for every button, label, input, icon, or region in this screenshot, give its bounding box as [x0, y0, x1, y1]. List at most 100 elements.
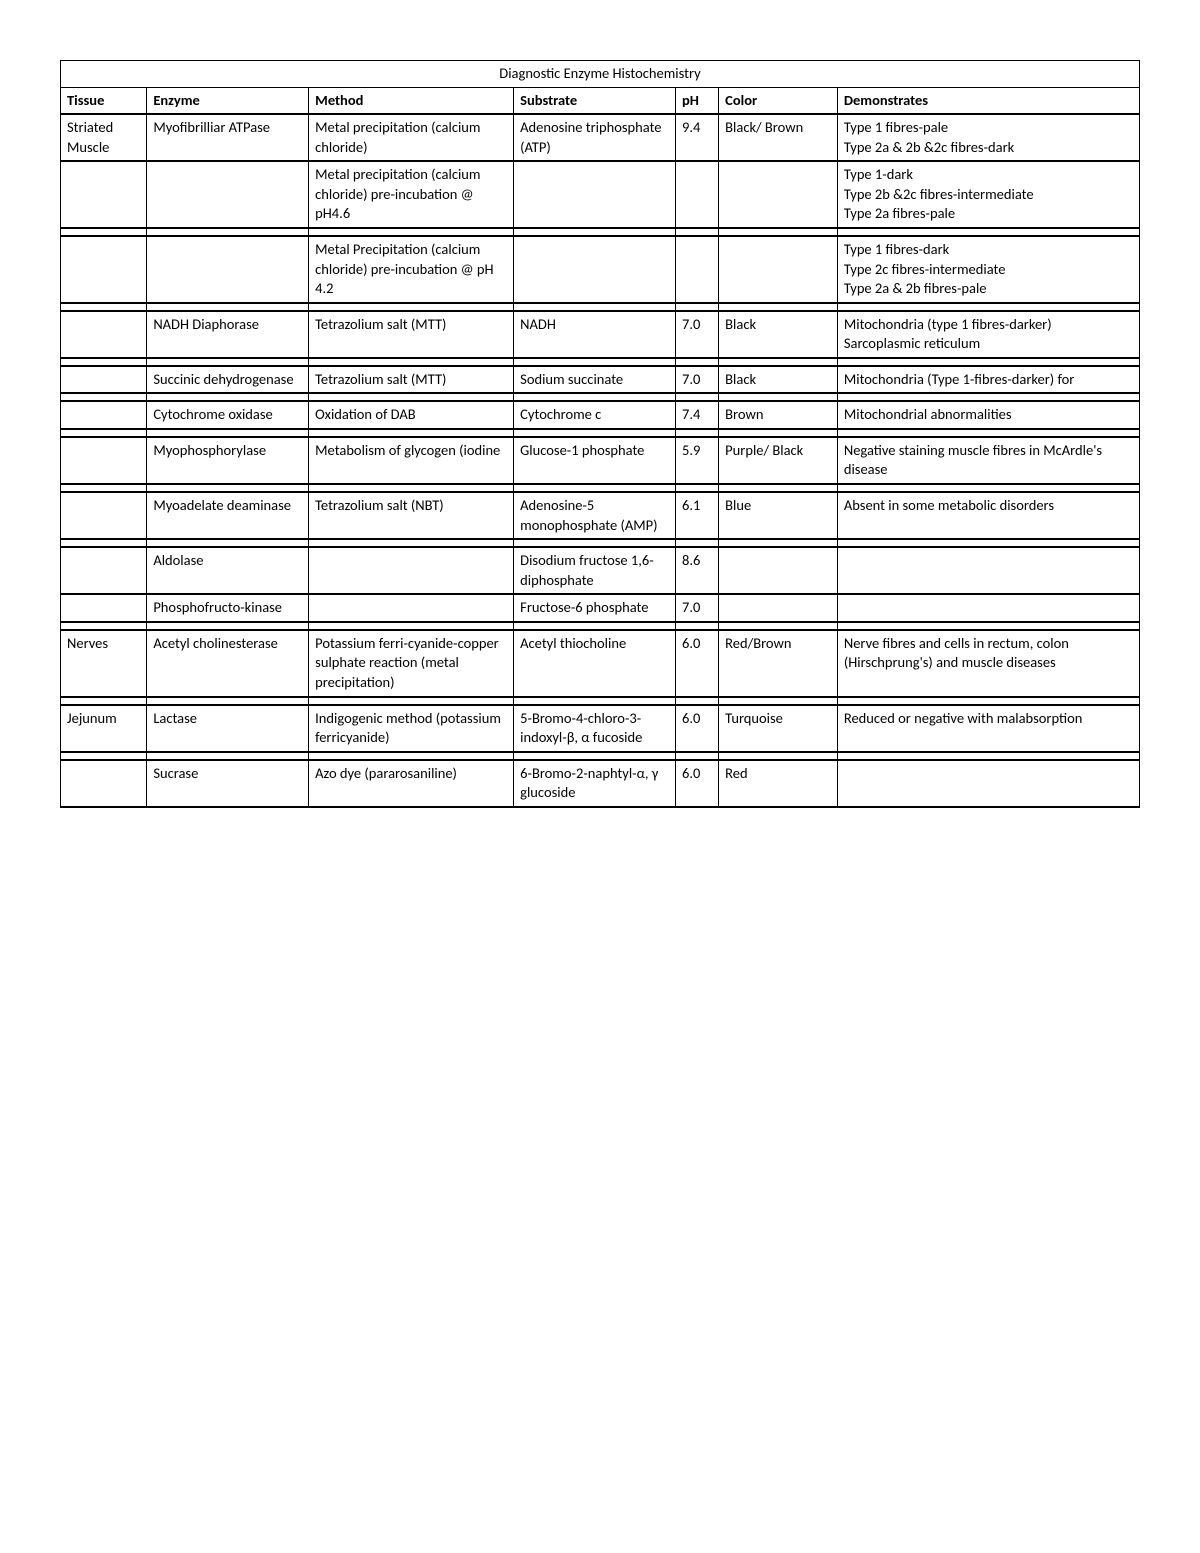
table-cell: Myofibrilliar ATPase [147, 114, 309, 161]
table-cell: Brown [719, 401, 838, 429]
table-row: MyophosphorylaseMetabolism of glycogen (… [61, 437, 1140, 484]
table-cell: Fructose-6 phosphate [514, 594, 676, 622]
table-cell: 7.0 [676, 311, 719, 358]
spacer-row [61, 697, 1140, 705]
table-cell: Sodium succinate [514, 366, 676, 394]
table-cell: Myoadelate deaminase [147, 492, 309, 539]
table-cell [147, 236, 309, 303]
spacer-row [61, 228, 1140, 236]
table-cell [837, 760, 1139, 807]
spacer-row [61, 358, 1140, 366]
column-header: Color [719, 87, 838, 114]
table-cell: Absent in some metabolic disorders [837, 492, 1139, 539]
table-cell [61, 437, 147, 484]
enzyme-table: Diagnostic Enzyme HistochemistryTissueEn… [60, 60, 1140, 808]
column-header: pH [676, 87, 719, 114]
table-cell [61, 594, 147, 622]
table-row: Cytochrome oxidaseOxidation of DABCytoch… [61, 401, 1140, 429]
spacer-row [61, 429, 1140, 437]
table-cell: Red/Brown [719, 630, 838, 697]
table-cell: Mitochondria (Type 1-fibres-darker) for [837, 366, 1139, 394]
table-cell: Type 1-dark Type 2b &2c fibres-intermedi… [837, 161, 1139, 228]
table-cell: NADH Diaphorase [147, 311, 309, 358]
table-cell [719, 161, 838, 228]
table-cell: Metal Precipitation (calcium chloride) p… [309, 236, 514, 303]
spacer-row [61, 752, 1140, 760]
table-cell: NADH [514, 311, 676, 358]
table-cell: Blue [719, 492, 838, 539]
table-cell: Phosphofructo-kinase [147, 594, 309, 622]
column-header: Demonstrates [837, 87, 1139, 114]
table-cell: Acetyl thiocholine [514, 630, 676, 697]
table-cell: 6.0 [676, 705, 719, 752]
table-cell: Jejunum [61, 705, 147, 752]
table-cell [514, 236, 676, 303]
table-row: Myoadelate deaminaseTetrazolium salt (NB… [61, 492, 1140, 539]
table-cell: 7.4 [676, 401, 719, 429]
table-cell: Cytochrome c [514, 401, 676, 429]
table-cell: 6.0 [676, 760, 719, 807]
table-cell [61, 161, 147, 228]
spacer-row [61, 539, 1140, 547]
table-cell: Purple/ Black [719, 437, 838, 484]
table-cell: Black [719, 366, 838, 394]
table-cell [676, 236, 719, 303]
table-cell: Tetrazolium salt (MTT) [309, 311, 514, 358]
table-cell: Tetrazolium salt (NBT) [309, 492, 514, 539]
table-cell: Negative staining muscle fibres in McArd… [837, 437, 1139, 484]
table-row: Aldolase Disodium fructose 1,6-diphosphat… [61, 547, 1140, 594]
table-cell: Acetyl cholinesterase [147, 630, 309, 697]
table-cell [61, 492, 147, 539]
table-cell: Cytochrome oxidase [147, 401, 309, 429]
table-cell: 9.4 [676, 114, 719, 161]
table-cell: Metal precipitation (calcium chloride) p… [309, 161, 514, 228]
column-header: Enzyme [147, 87, 309, 114]
table-cell: Oxidation of DAB [309, 401, 514, 429]
table-cell [719, 547, 838, 594]
table-cell: Lactase [147, 705, 309, 752]
table-row: Phosphofructo-kinase Fructose-6 phosphate… [61, 594, 1140, 622]
table-cell: Aldolase [147, 547, 309, 594]
column-header: Substrate [514, 87, 676, 114]
table-cell: Disodium fructose 1,6-diphosphate [514, 547, 676, 594]
table-cell [61, 236, 147, 303]
table-cell: Tetrazolium salt (MTT) [309, 366, 514, 394]
table-cell: Succinic dehydrogenase [147, 366, 309, 394]
table-cell: 5-Bromo-4-chloro-3-indoxyl-β, α fucoside [514, 705, 676, 752]
table-cell [61, 366, 147, 394]
spacer-row [61, 622, 1140, 630]
spacer-row [61, 393, 1140, 401]
table-cell [147, 161, 309, 228]
table-cell: 6.1 [676, 492, 719, 539]
table-cell [61, 401, 147, 429]
table-cell [61, 760, 147, 807]
table-cell [719, 236, 838, 303]
table-cell: Type 1 fibres-dark Type 2c fibres-interm… [837, 236, 1139, 303]
table-row: NADH DiaphoraseTetrazolium salt (MTT)NAD… [61, 311, 1140, 358]
table-cell: Indigogenic method (potassium ferricyani… [309, 705, 514, 752]
table-cell [719, 594, 838, 622]
table-cell [676, 161, 719, 228]
table-cell: Azo dye (pararosaniline) [309, 760, 514, 807]
table-title: Diagnostic Enzyme Histochemistry [61, 61, 1140, 88]
spacer-row [61, 303, 1140, 311]
table-cell: Mitochondrial abnormalities [837, 401, 1139, 429]
table-cell: 7.0 [676, 594, 719, 622]
table-row: Metal precipitation (calcium chloride) p… [61, 161, 1140, 228]
column-header: Tissue [61, 87, 147, 114]
table-cell: Turquoise [719, 705, 838, 752]
column-header: Method [309, 87, 514, 114]
table-cell: Adenosine triphosphate (ATP) [514, 114, 676, 161]
table-row: Metal Precipitation (calcium chloride) p… [61, 236, 1140, 303]
table-cell: 5.9 [676, 437, 719, 484]
table-cell [61, 547, 147, 594]
table-cell: Myophosphorylase [147, 437, 309, 484]
table-cell [309, 547, 514, 594]
table-row: SucraseAzo dye (pararosaniline)6-Bromo-2… [61, 760, 1140, 807]
table-cell: 8.6 [676, 547, 719, 594]
table-row: Succinic dehydrogenaseTetrazolium salt (… [61, 366, 1140, 394]
table-cell [837, 547, 1139, 594]
table-cell: Striated Muscle [61, 114, 147, 161]
table-cell: 6.0 [676, 630, 719, 697]
table-cell [514, 161, 676, 228]
